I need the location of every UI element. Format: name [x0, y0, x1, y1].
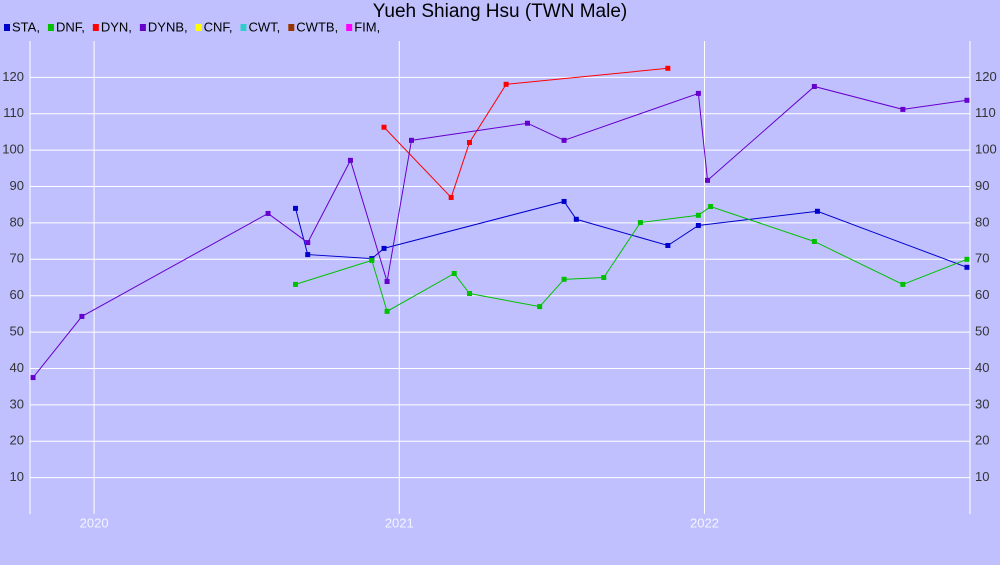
- point: [900, 106, 906, 112]
- y-tick-label: 60: [10, 287, 24, 302]
- y-tick-label-right: 110: [975, 105, 996, 120]
- y-tick-label: 50: [10, 324, 24, 339]
- point: [601, 275, 607, 280]
- point: [466, 291, 472, 297]
- legend-swatch: [92, 24, 99, 31]
- point: [537, 304, 543, 310]
- point: [695, 222, 701, 228]
- legend-swatch: [288, 24, 295, 31]
- point: [381, 245, 387, 251]
- y-tick-label-right: 40: [975, 360, 989, 375]
- point: [695, 90, 701, 96]
- y-tick-label-right: 30: [975, 396, 989, 411]
- point: [503, 81, 509, 87]
- legend-label: FIM,: [354, 19, 380, 34]
- y-tick-label-right: 10: [975, 469, 989, 484]
- y-tick-label: 20: [10, 433, 24, 448]
- y-tick-label: 70: [10, 251, 24, 266]
- series-line: [295, 205, 968, 313]
- y-tick-label: 40: [10, 360, 24, 375]
- point: [293, 281, 299, 287]
- point: [524, 120, 530, 126]
- point: [708, 204, 714, 210]
- point: [293, 205, 299, 211]
- series-line: [295, 200, 968, 268]
- point: [695, 212, 701, 218]
- y-tick-label-right: 60: [975, 287, 989, 302]
- x-tick-label: 2020: [80, 515, 109, 530]
- y-tick-label: 120: [2, 69, 24, 84]
- point: [811, 83, 817, 89]
- y-tick-label: 10: [10, 469, 24, 484]
- series-line: [32, 85, 968, 378]
- point: [964, 264, 970, 270]
- y-tick-label: 30: [10, 396, 24, 411]
- legend-label: DNF,: [56, 19, 85, 34]
- point: [466, 140, 472, 146]
- point: [637, 220, 643, 226]
- y-tick-label-right: 120: [975, 69, 997, 84]
- point: [814, 208, 820, 214]
- point: [561, 137, 567, 143]
- point: [381, 124, 387, 130]
- y-tick-label: 90: [10, 178, 24, 193]
- legend-label: DYN,: [101, 19, 132, 34]
- legend-swatch: [346, 24, 353, 31]
- y-tick-label-right: 20: [975, 433, 989, 448]
- legend-label: CWTB,: [296, 19, 338, 34]
- point: [30, 375, 36, 381]
- legend-label: CNF,: [204, 19, 233, 34]
- point: [561, 198, 567, 204]
- legend-label: DYNB,: [148, 19, 188, 34]
- x-tick-label: 2022: [690, 515, 719, 530]
- point: [964, 256, 970, 262]
- point: [573, 216, 579, 222]
- point: [79, 313, 85, 319]
- point: [448, 194, 454, 200]
- point: [811, 238, 817, 244]
- y-tick-label: 80: [10, 214, 24, 229]
- point: [900, 281, 906, 287]
- legend-swatch: [139, 24, 146, 31]
- point: [964, 97, 970, 103]
- point: [305, 252, 311, 258]
- y-tick-label-right: 90: [975, 178, 989, 193]
- legend-swatch: [195, 24, 202, 31]
- y-tick-label-right: 80: [975, 214, 989, 229]
- point: [705, 177, 711, 183]
- point: [384, 308, 390, 314]
- point: [451, 270, 457, 276]
- legend-label: CWT,: [249, 19, 281, 34]
- y-tick-label: 100: [2, 142, 24, 157]
- point: [408, 137, 414, 143]
- point: [347, 157, 353, 163]
- y-tick-label-right: 70: [975, 251, 989, 266]
- legend-swatch: [240, 24, 247, 31]
- legend-swatch: [4, 24, 10, 31]
- point: [305, 240, 311, 246]
- point: [265, 210, 271, 216]
- point: [369, 257, 375, 263]
- chart-title: Yueh Shiang Hsu (TWN Male): [373, 1, 628, 22]
- x-tick-label: 2021: [385, 515, 414, 530]
- y-tick-label-right: 100: [975, 142, 997, 157]
- legend-label: STA,: [12, 19, 40, 34]
- point: [561, 276, 567, 282]
- y-tick-label: 110: [3, 105, 24, 120]
- y-tick-label-right: 50: [975, 324, 989, 339]
- point: [665, 65, 671, 71]
- point: [384, 279, 390, 285]
- point: [665, 242, 671, 248]
- legend-swatch: [47, 24, 54, 31]
